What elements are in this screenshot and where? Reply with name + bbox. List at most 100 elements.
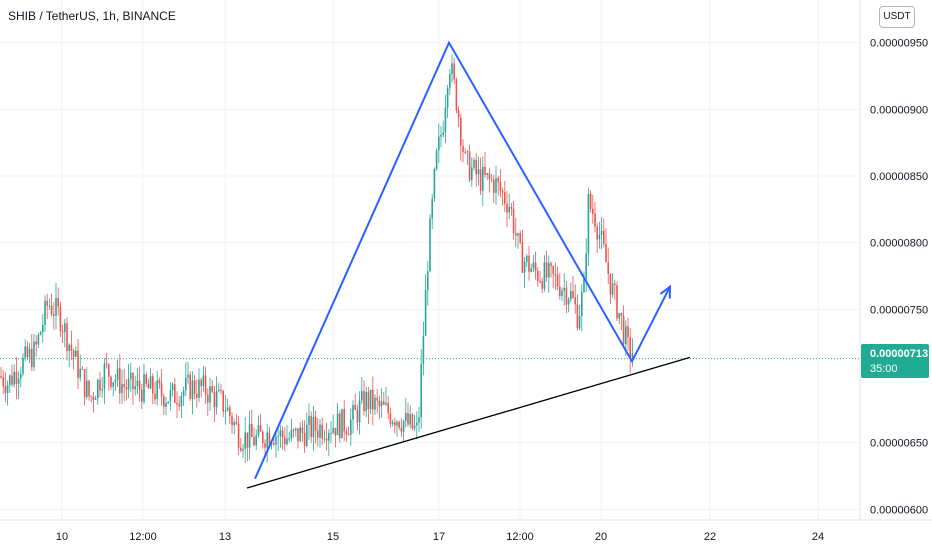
time-tick-label: 13: [219, 531, 231, 543]
candle-body: [442, 132, 444, 135]
candle-body: [495, 178, 497, 193]
candle-body: [343, 409, 345, 432]
candle-body: [163, 396, 165, 408]
candle-body: [383, 401, 385, 405]
candle-body: [132, 372, 134, 390]
candle-body: [462, 145, 464, 152]
candle-body: [127, 378, 130, 390]
candle-body: [119, 368, 121, 394]
candle-body: [380, 401, 383, 406]
pattern-zigzag[interactable]: [254, 40, 671, 480]
support-trendline[interactable]: [246, 356, 691, 489]
candle-body: [4, 386, 7, 393]
candle-body: [295, 428, 297, 431]
price-tick-label: 0.00000900: [870, 104, 928, 116]
currency-button[interactable]: USDT: [879, 6, 915, 28]
candle-body: [191, 380, 194, 399]
candle-body: [537, 270, 539, 281]
candle-body: [598, 234, 601, 240]
candle-body: [185, 377, 187, 391]
candle-body: [416, 422, 418, 426]
candle-body: [356, 409, 359, 423]
candle-body: [143, 374, 145, 402]
symbol-title: SHIB / TetherUS, 1h, BINANCE: [8, 9, 176, 23]
candle-body: [156, 380, 158, 400]
candle-body: [92, 396, 95, 400]
candle-body: [341, 409, 343, 439]
candle-body: [99, 379, 101, 391]
candle-body: [229, 407, 231, 417]
candle-body: [519, 233, 521, 243]
candle-body: [550, 263, 552, 267]
candle-body: [39, 332, 42, 335]
candle-body: [618, 313, 620, 319]
candle-body: [253, 437, 255, 446]
candle-body: [262, 431, 264, 444]
candle-body: [42, 324, 44, 333]
candle-body: [209, 386, 211, 403]
candle-body: [171, 384, 174, 391]
candle-body: [61, 331, 64, 333]
candle-body: [334, 427, 337, 436]
candle-body: [48, 305, 51, 307]
candle-body: [160, 383, 163, 397]
candle-body: [374, 397, 376, 410]
candle-body: [310, 416, 312, 438]
candle-body: [264, 443, 266, 448]
price-tick-label: 0.00000800: [870, 238, 928, 250]
candle-body: [35, 341, 37, 345]
candle-body: [46, 300, 48, 306]
candle-body: [365, 391, 367, 412]
candle-body: [464, 151, 466, 153]
candle-body: [352, 404, 354, 420]
candle-body: [358, 400, 361, 423]
candle-body: [332, 427, 334, 433]
candle-body: [488, 173, 491, 179]
time-tick-label: 12:00: [129, 531, 157, 543]
candle-body: [198, 379, 200, 398]
candle-body: [477, 169, 480, 175]
candle-body: [512, 208, 515, 234]
candle-body: [158, 380, 161, 384]
candle-body: [207, 394, 209, 403]
candle-body: [466, 151, 469, 153]
candle-body: [110, 376, 112, 387]
candle-body: [125, 387, 128, 390]
candle-body: [508, 206, 510, 213]
candle-body: [515, 233, 517, 236]
candle-body: [446, 88, 449, 108]
candle-body: [411, 414, 414, 429]
candle-body: [394, 422, 396, 426]
candle-body: [248, 424, 251, 448]
candle-body: [627, 326, 629, 338]
candle-body: [603, 230, 605, 244]
candle-body: [517, 233, 519, 236]
candle-body: [81, 368, 84, 370]
candle-body: [501, 190, 504, 193]
price-tick-label: 0.00000850: [870, 171, 928, 183]
price-axis[interactable]: 0.00000950 0.00000900 0.00000850 0.00000800…: [870, 38, 928, 517]
time-axis[interactable]: 10 12:00 13 15 17 12:00 20 22 24: [56, 531, 824, 543]
candle-body: [314, 416, 317, 431]
candle-body: [460, 117, 462, 146]
candle-body: [596, 226, 598, 240]
candle-body: [336, 413, 339, 436]
candle-body: [625, 326, 627, 345]
candle-body: [407, 412, 409, 425]
candle-body: [378, 400, 381, 406]
candle-body: [554, 274, 557, 276]
candle-body: [266, 432, 268, 448]
candle-body: [59, 306, 62, 332]
candle-body: [202, 375, 205, 387]
candle-body: [622, 316, 625, 345]
candle-body: [308, 416, 310, 425]
candle-body: [585, 253, 587, 279]
candle-body: [629, 337, 631, 358]
candle-body: [101, 389, 103, 391]
candle-body: [620, 313, 623, 317]
candle-body: [116, 368, 119, 381]
candle-body: [361, 391, 363, 401]
candle-body: [559, 286, 561, 296]
candle-body: [574, 297, 576, 305]
